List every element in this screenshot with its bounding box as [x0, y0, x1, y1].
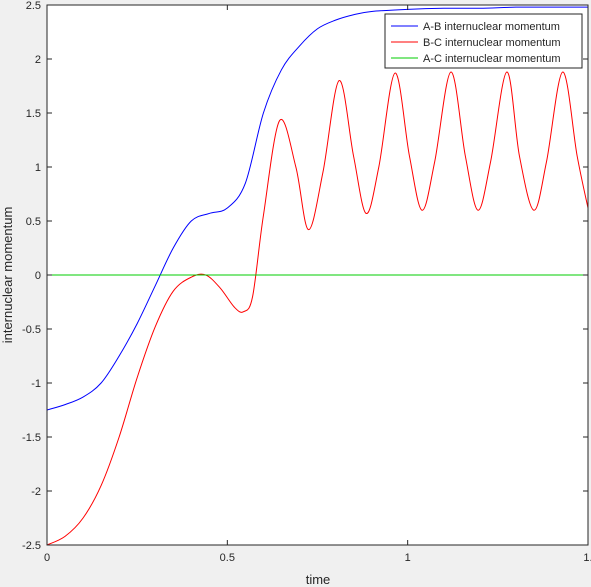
y-tick-label: 0.5: [26, 216, 41, 228]
x-axis-label: time: [306, 572, 331, 587]
legend-box: [384, 13, 583, 69]
series-line-1: [47, 6, 588, 411]
series-line-2: [47, 71, 588, 545]
y-tick-label: 2: [35, 54, 41, 66]
y-tick-label: -0.5: [22, 324, 41, 336]
legend-label-1: A-B internuclear momentum: [423, 21, 560, 33]
y-tick-label: -2.5: [22, 540, 41, 552]
series-lines: [47, 6, 588, 545]
y-tick-label: -1: [31, 378, 41, 390]
x-tick-label: 0: [44, 552, 50, 564]
y-axis-label: internuclear momentum: [0, 207, 15, 344]
legend-label-3: A-C internuclear momentum: [423, 53, 561, 65]
y-tick-label: 0: [35, 270, 41, 282]
x-tick-label: 0.5: [220, 552, 235, 564]
ticks-layer: 0 0.5 1 1. -2.5 -2 -1.5 -1 -0.5 0 0.5 1 1.5 2 2.5: [22, 0, 591, 564]
y-tick-label: 1.5: [26, 108, 41, 120]
y-tick-label: -2: [31, 486, 41, 498]
y-tick-label: -1.5: [22, 432, 41, 444]
y-tick-label: 2.5: [26, 0, 41, 12]
x-tick-label: 1: [405, 552, 411, 564]
legend-label-2: B-C internuclear momentum: [423, 37, 561, 49]
series-layer: [47, 6, 588, 545]
y-tick-label: 1: [35, 162, 41, 174]
x-tick-label: 1.: [583, 552, 591, 564]
legend: A-B internuclear momentum B-C internuclea…: [384, 13, 583, 69]
